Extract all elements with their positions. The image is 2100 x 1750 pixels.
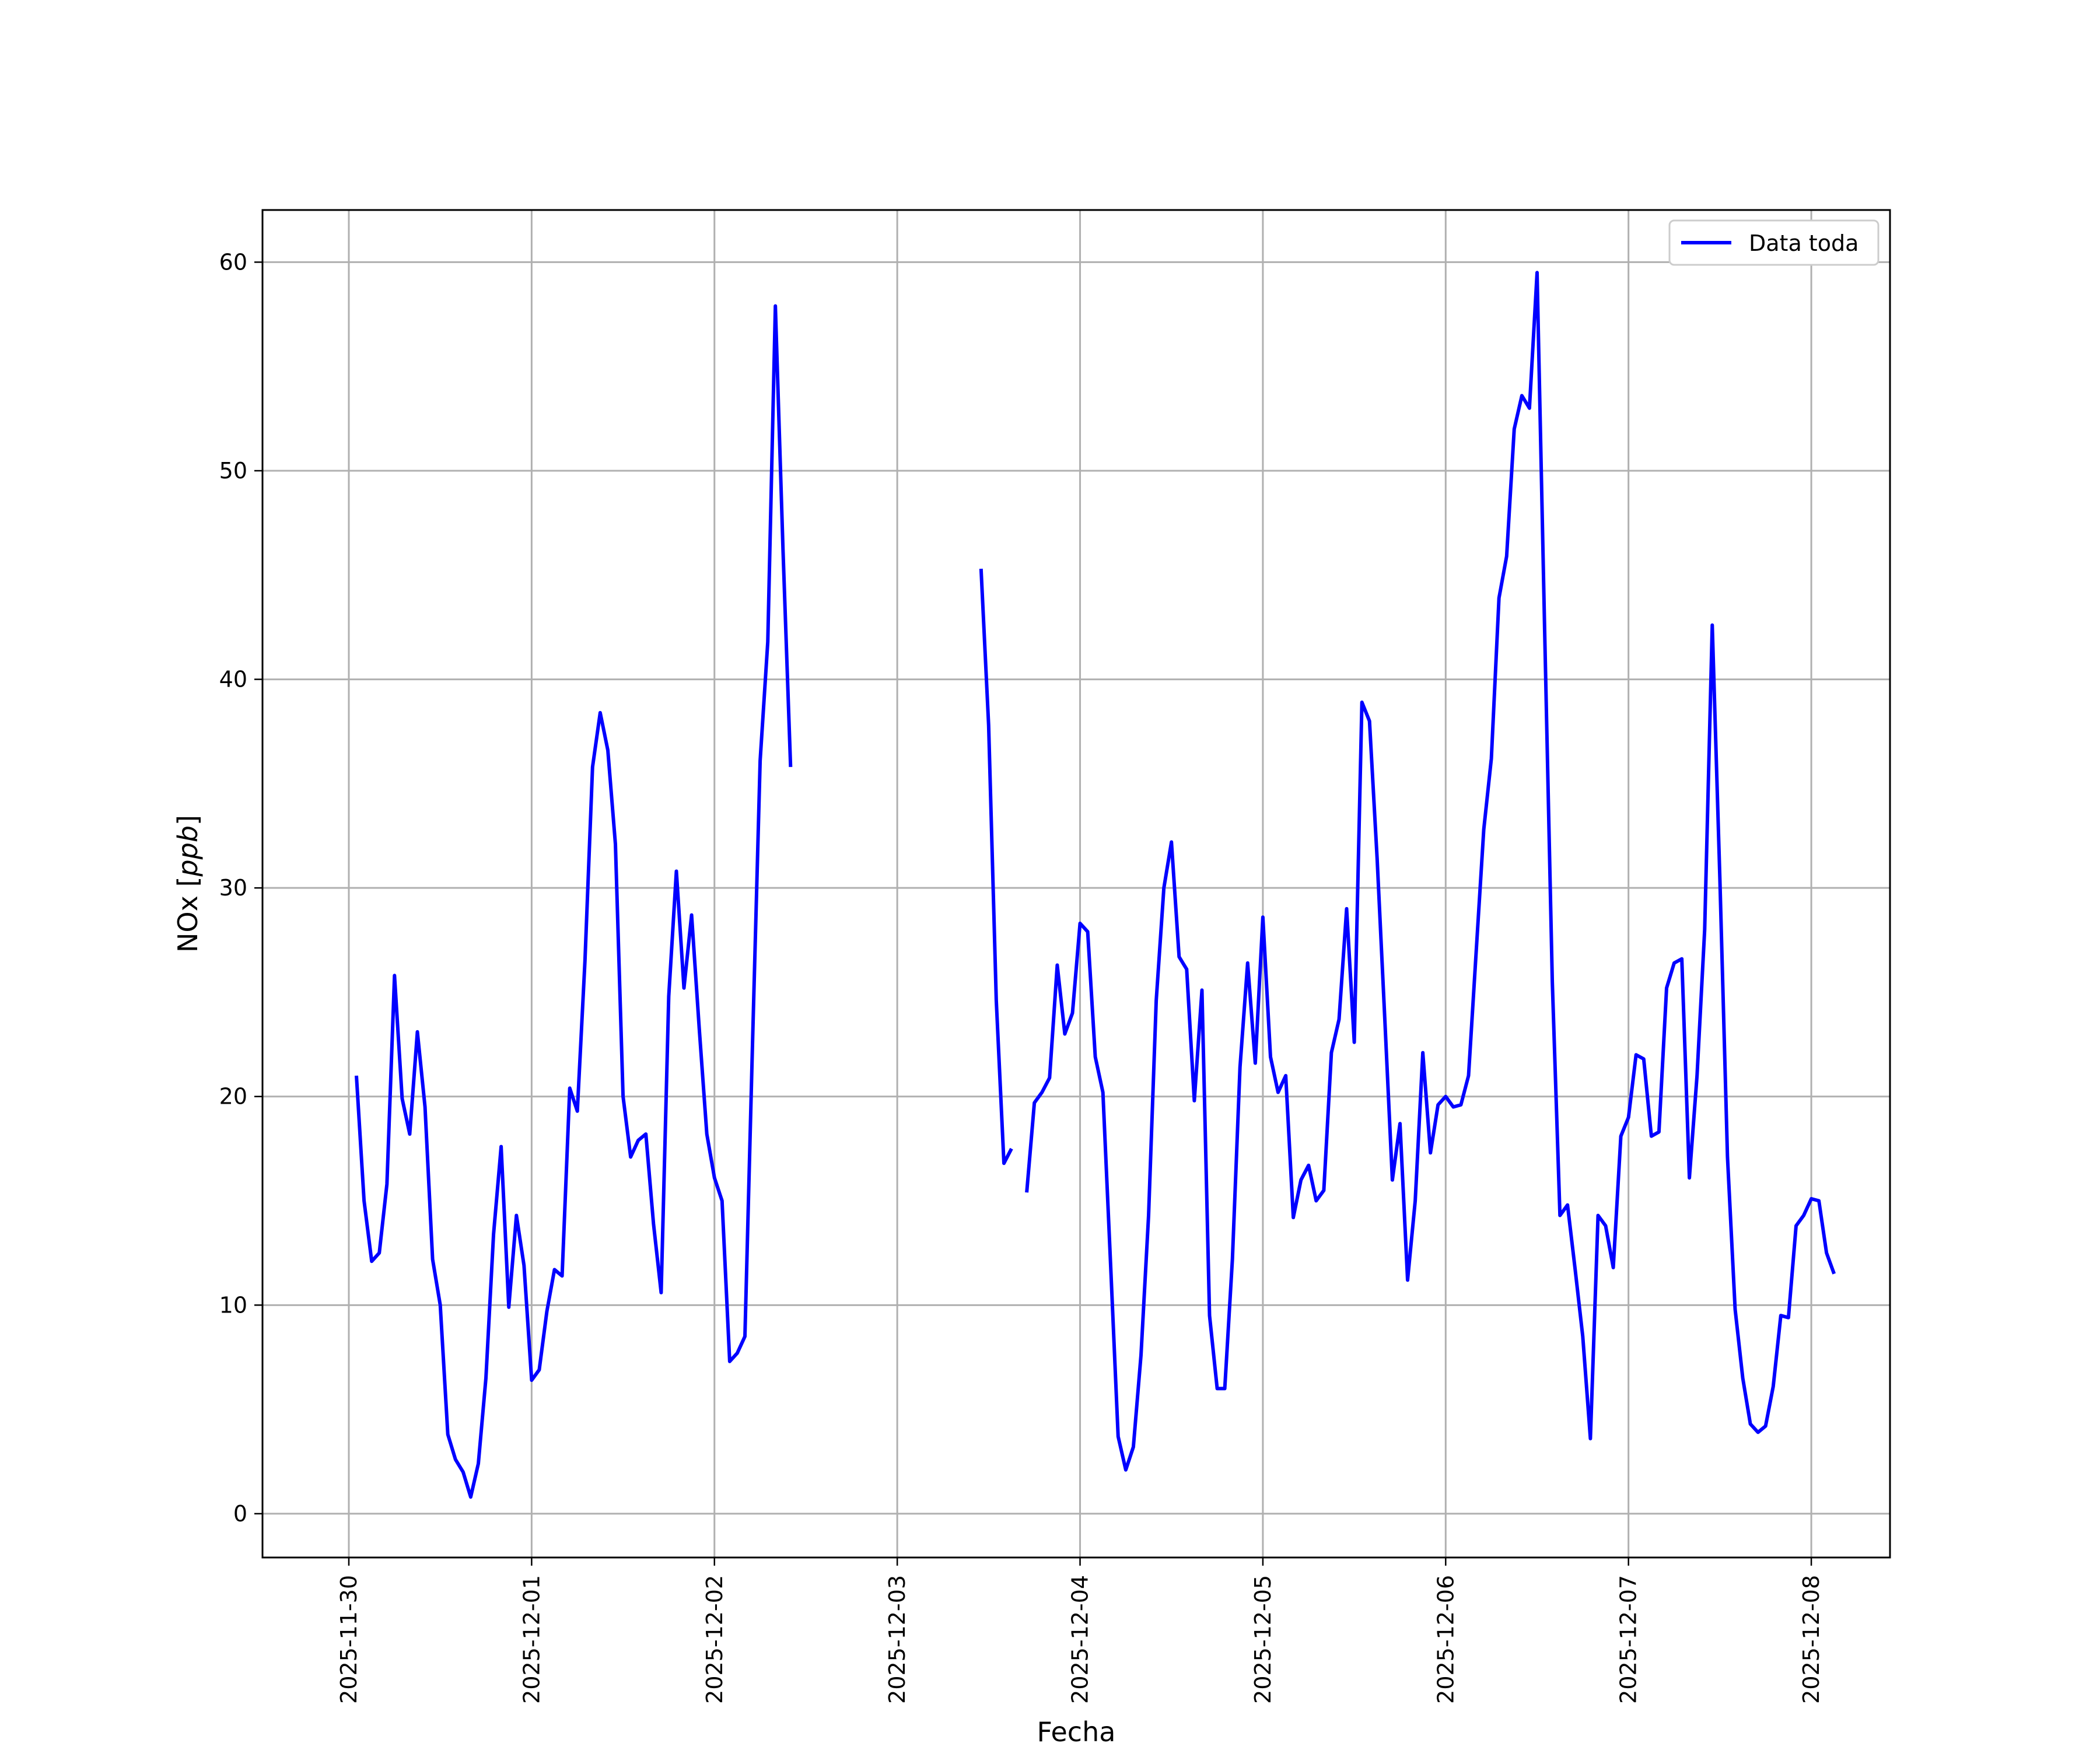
x-tick-label: 2025-12-08 xyxy=(1798,1575,1824,1704)
y-tick-label: 0 xyxy=(233,1501,247,1527)
x-tick-label: 2025-11-30 xyxy=(336,1575,362,1704)
y-axis-label-unit: ppb xyxy=(172,825,204,877)
grid-lines xyxy=(262,210,1890,1558)
y-axis-label-close: ] xyxy=(172,815,204,825)
x-axis-label: Fecha xyxy=(1037,1716,1116,1748)
legend-label: Data toda xyxy=(1749,230,1859,256)
y-tick-label: 30 xyxy=(219,875,247,901)
y-tick-label: 50 xyxy=(219,458,247,484)
x-tick-label: 2025-12-06 xyxy=(1433,1575,1458,1704)
series-layer xyxy=(355,271,1836,1499)
x-tick-label: 2025-12-07 xyxy=(1616,1575,1642,1704)
y-tick-label: 10 xyxy=(219,1292,247,1318)
x-tick-label: 2025-12-03 xyxy=(884,1575,910,1704)
x-tick-label: 2025-12-02 xyxy=(702,1575,727,1704)
series-line-segment xyxy=(979,568,1013,1166)
plot-area-background xyxy=(262,210,1890,1558)
series-line-segment xyxy=(355,304,793,1499)
y-tick-label: 60 xyxy=(219,249,247,275)
y-tick-label: 20 xyxy=(219,1084,247,1110)
legend-box xyxy=(1668,219,1880,266)
y-axis-label-text: NOx [ xyxy=(172,877,204,953)
y-axis-label: NOx [ppb] xyxy=(172,815,204,953)
x-tick-label: 2025-12-04 xyxy=(1068,1575,1093,1704)
tick-layer: 0 10 20 30 40 50 60 2025-11-30 2025-12-01 2025-12… xyxy=(219,249,1824,1703)
y-tick-label: 40 xyxy=(219,667,247,692)
legend: Data toda xyxy=(1668,219,1880,266)
series-line-segment xyxy=(1025,271,1836,1472)
x-tick-label: 2025-12-05 xyxy=(1250,1575,1276,1704)
plot-frame xyxy=(261,209,1891,1559)
x-tick-label: 2025-12-01 xyxy=(519,1575,544,1704)
